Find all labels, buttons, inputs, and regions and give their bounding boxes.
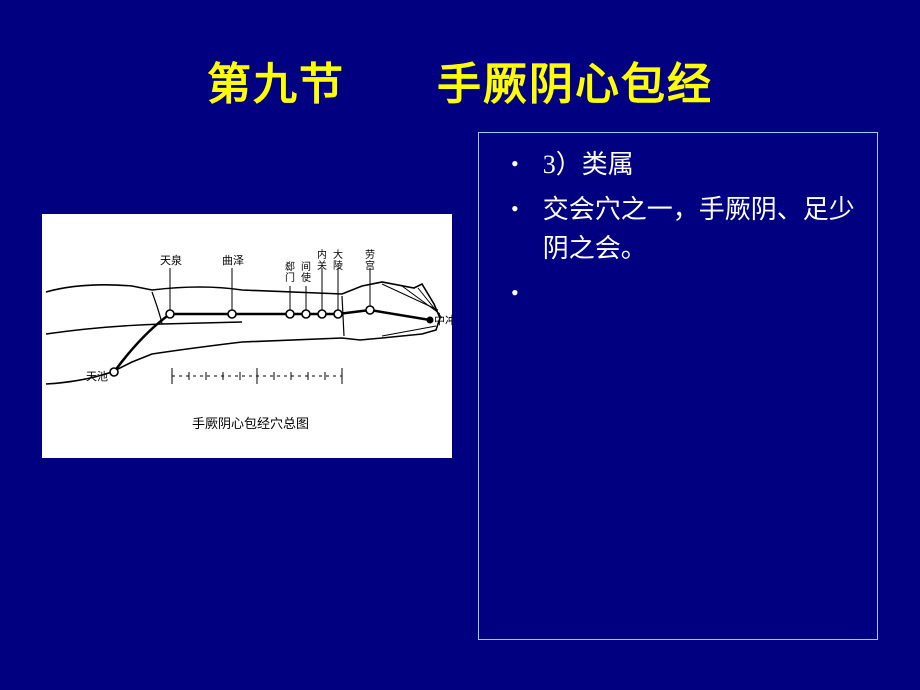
bullet-icon: • (511, 145, 519, 182)
point-label: 中冲 (434, 313, 452, 327)
meridian-diagram: 天泉 曲泽 郄门 间使 内关 大陵 劳宫 中冲 天池 (42, 214, 452, 458)
point-label: 曲泽 (222, 254, 244, 267)
diagram-caption: 手厥阴心包经穴总图 (192, 416, 309, 431)
point-label: 郄门 (285, 260, 295, 284)
point-label: 内关 (317, 248, 327, 272)
bullet-icon: • (511, 190, 519, 227)
bullet-text: 3）类属 (543, 145, 861, 184)
point-label: 劳宫 (365, 248, 375, 272)
list-item: • (503, 274, 861, 311)
bullet-list: • 3）类属 • 交会穴之一，手厥阴、足少阴之会。 • (479, 133, 877, 311)
text-panel: • 3）类属 • 交会穴之一，手厥阴、足少阴之会。 • (478, 132, 878, 640)
point-label: 天池 (86, 370, 108, 383)
point-label: 大陵 (333, 248, 343, 272)
bullet-icon: • (511, 274, 519, 311)
point-label: 间使 (301, 260, 311, 284)
list-item: • 交会穴之一，手厥阴、足少阴之会。 (503, 190, 861, 268)
bullet-text: 交会穴之一，手厥阴、足少阴之会。 (543, 190, 861, 268)
content-area: • 3）类属 • 交会穴之一，手厥阴、足少阴之会。 • (0, 156, 920, 690)
slide-title: 第九节 手厥阴心包经 (0, 0, 920, 112)
list-item: • 3）类属 (503, 145, 861, 184)
point-label: 天泉 (160, 253, 182, 267)
arm-diagram-svg: 天泉 曲泽 郄门 间使 内关 大陵 劳宫 中冲 天池 (42, 214, 452, 458)
